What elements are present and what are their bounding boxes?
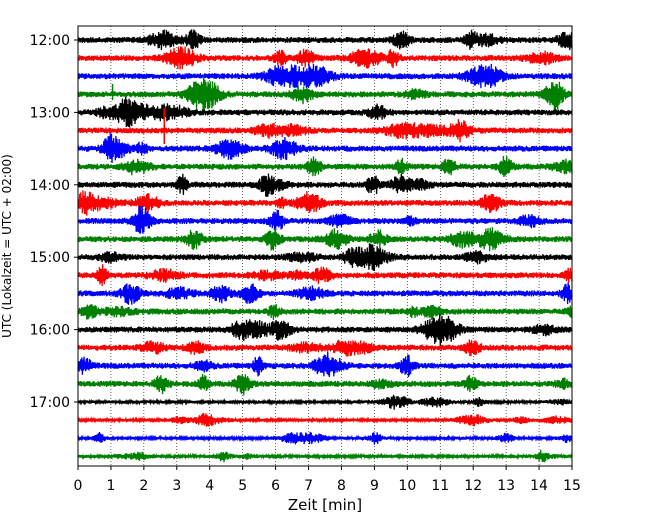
trace-line [77, 119, 573, 143]
trace-line [77, 227, 573, 252]
x-tick-label: 5 [238, 478, 247, 494]
y-tick-label: 13:00 [30, 105, 70, 121]
trace-line [77, 155, 573, 178]
trace-line [77, 413, 573, 427]
trace-line [77, 339, 573, 357]
y-tick-label: 16:00 [30, 323, 70, 339]
x-tick-label: 11 [431, 478, 449, 494]
trace-line [77, 304, 573, 320]
y-axis: 12:00 13:00 14:00 15:00 16:00 17:00 [30, 33, 78, 411]
y-tick-label: 12:00 [30, 33, 70, 49]
trace-group [77, 29, 573, 463]
x-tick-label: 14 [530, 478, 548, 494]
x-tick-label: 12 [464, 478, 482, 494]
trace-line [77, 190, 573, 216]
x-tick-label: 7 [304, 478, 313, 494]
grid-lines [110, 26, 540, 466]
x-axis-label: Zeit [min] [288, 496, 362, 514]
trace-line [77, 243, 573, 272]
x-tick-label: 1 [106, 478, 115, 494]
x-tick-label: 15 [563, 478, 581, 494]
trace-line [77, 173, 573, 197]
y-axis-label: UTC (Lokalzeit = UTC + 02:00) [0, 154, 14, 338]
trace-line [77, 264, 573, 287]
trace-line [77, 313, 573, 348]
x-axis: 0 1 2 3 4 5 6 7 8 9 10 11 12 13 14 15 [74, 466, 581, 494]
x-tick-label: 0 [74, 478, 83, 494]
trace-line [77, 96, 573, 128]
x-tick-label: 13 [497, 478, 515, 494]
trace-line [77, 63, 573, 89]
trace-line [77, 46, 573, 70]
trace-line [77, 29, 573, 51]
trace-line [77, 75, 573, 113]
y-tick-label: 14:00 [30, 178, 70, 194]
x-tick-label: 3 [172, 478, 181, 494]
plot-frame [77, 25, 573, 467]
trace-line [77, 394, 573, 410]
x-tick-label: 4 [205, 478, 214, 494]
trace-line [77, 282, 573, 305]
x-tick-label: 8 [337, 478, 346, 494]
trace-line [77, 374, 573, 396]
trace-line [77, 351, 573, 377]
y-tick-label: 15:00 [30, 250, 70, 266]
trace-line [77, 133, 573, 164]
trace-line [77, 431, 573, 445]
x-tick-label: 9 [370, 478, 379, 494]
x-tick-label: 6 [271, 478, 280, 494]
trace-line [77, 449, 573, 463]
trace-line [77, 205, 573, 234]
x-tick-label: 10 [398, 478, 416, 494]
x-tick-label: 2 [139, 478, 148, 494]
y-tick-label: 17:00 [30, 395, 70, 411]
